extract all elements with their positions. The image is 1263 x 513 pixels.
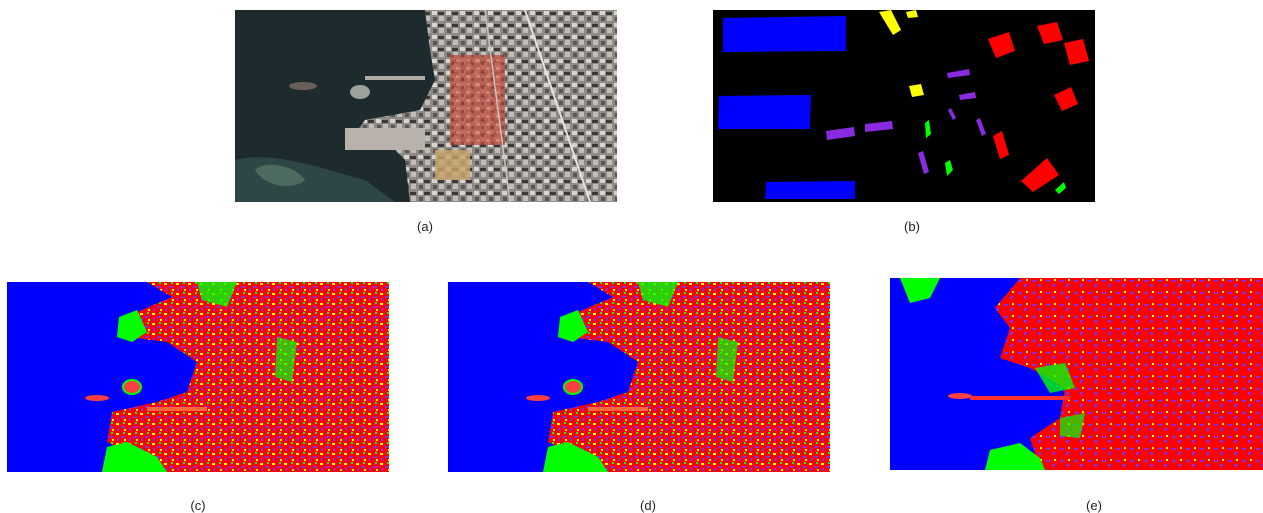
classification-map-d [448, 282, 830, 472]
panel-c-caption: (c) [190, 498, 206, 513]
satellite-image-panel [235, 10, 617, 202]
panel-a-caption: (a) [417, 219, 433, 234]
panel-b-caption: (b) [904, 219, 920, 234]
panel-e-caption: (e) [1086, 498, 1102, 513]
classification-map-e [890, 278, 1263, 470]
panel-d-caption: (d) [640, 498, 656, 513]
classification-map-c [7, 282, 389, 472]
ground-truth-panel [713, 10, 1095, 202]
